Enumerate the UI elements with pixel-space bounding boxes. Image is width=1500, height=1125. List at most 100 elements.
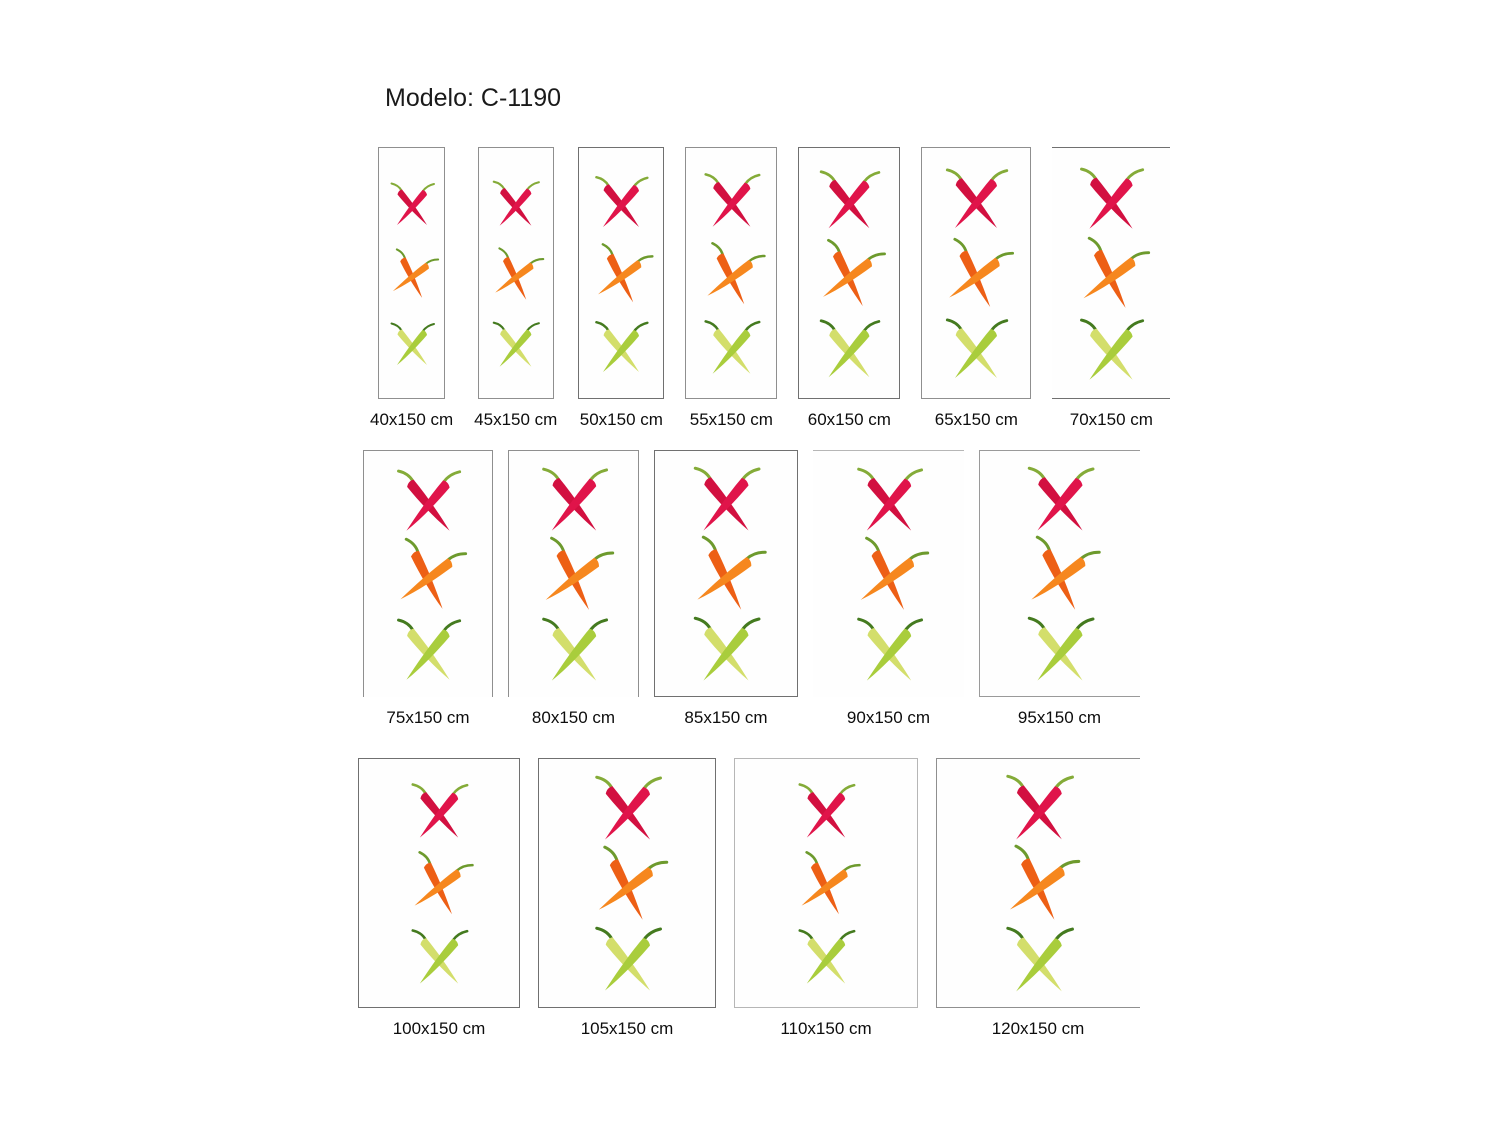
chili-x-green-icon bbox=[489, 319, 542, 372]
chili-x-red-icon bbox=[852, 464, 926, 538]
size-label: 80x150 cm bbox=[531, 708, 616, 727]
panel-box bbox=[477, 147, 554, 399]
chili-x-red-icon bbox=[489, 178, 542, 231]
chili-x-red-icon bbox=[1021, 463, 1099, 538]
chili-x-orange-icon bbox=[585, 239, 657, 311]
chili-x-red-icon bbox=[678, 463, 774, 538]
chili-x-green-icon bbox=[852, 614, 926, 688]
size-row-2: 75x150 cm 80x150 cm 85x150 cm 90x150 cm 95x1… bbox=[363, 450, 1140, 728]
chili-x-green-icon bbox=[678, 613, 774, 688]
panel-box bbox=[358, 758, 520, 1008]
size-panel-75x150: 75x150 cm bbox=[363, 450, 493, 728]
size-panel-60x150: 60x150 cm bbox=[798, 147, 901, 430]
size-row-3: 100x150 cm 105x150 cm 110x150 cm 120x150 cm bbox=[358, 758, 1140, 1039]
page-title: Modelo: C-1190 bbox=[385, 84, 562, 112]
size-label: 65x150 cm bbox=[934, 410, 1018, 429]
size-panel-90x150: 90x150 cm bbox=[813, 450, 964, 728]
size-row-1: 40x150 cm 45x150 cm 50x150 cm 55x150 cm 60x1… bbox=[370, 147, 1171, 430]
panel-box bbox=[936, 758, 1140, 1008]
chili-x-orange-icon bbox=[529, 532, 618, 621]
chili-x-orange-icon bbox=[809, 234, 891, 316]
panel-box bbox=[813, 450, 964, 697]
panel-box bbox=[538, 758, 716, 1008]
chili-x-green-icon bbox=[590, 923, 665, 998]
chili-x-orange-icon bbox=[992, 839, 1085, 931]
chili-x-green-icon bbox=[700, 317, 763, 380]
chili-x-orange-icon bbox=[582, 840, 672, 930]
chili-x-green-icon bbox=[794, 926, 858, 990]
chili-x-orange-icon bbox=[844, 532, 933, 621]
chili-x-red-icon bbox=[590, 772, 665, 847]
chili-x-orange-icon bbox=[934, 233, 1018, 317]
chili-x-orange-icon bbox=[385, 533, 471, 619]
size-label: 45x150 cm bbox=[474, 410, 558, 429]
chili-x-red-icon bbox=[407, 780, 471, 844]
size-label: 105x150 cm bbox=[580, 1019, 674, 1038]
size-panel-105x150: 105x150 cm bbox=[538, 758, 716, 1039]
chili-x-orange-icon bbox=[694, 237, 770, 313]
size-label: 60x150 cm bbox=[807, 410, 891, 429]
panel-box bbox=[798, 147, 901, 399]
panel-box bbox=[654, 450, 798, 697]
chili-x-red-icon bbox=[1075, 164, 1147, 236]
size-label: 50x150 cm bbox=[579, 410, 663, 429]
chili-x-green-icon bbox=[591, 318, 651, 378]
chili-x-green-icon bbox=[1075, 315, 1147, 387]
chili-x-red-icon bbox=[1000, 771, 1078, 847]
chili-x-red-icon bbox=[815, 167, 883, 235]
panel-box bbox=[363, 450, 493, 697]
size-label: 75x150 cm bbox=[386, 708, 470, 727]
chili-x-green-icon bbox=[537, 614, 611, 688]
size-label: 95x150 cm bbox=[1017, 708, 1102, 727]
size-panel-65x150: 65x150 cm bbox=[921, 147, 1032, 430]
chili-x-green-icon bbox=[392, 615, 464, 687]
chili-x-red-icon bbox=[591, 173, 651, 233]
size-panel-50x150: 50x150 cm bbox=[578, 147, 665, 430]
panel-box bbox=[734, 758, 918, 1008]
panel-box bbox=[921, 147, 1032, 399]
size-panel-80x150: 80x150 cm bbox=[508, 450, 639, 728]
chili-x-orange-icon bbox=[382, 245, 442, 305]
size-label: 55x150 cm bbox=[689, 410, 773, 429]
size-label: 40x150 cm bbox=[370, 410, 454, 429]
size-label: 120x150 cm bbox=[991, 1019, 1085, 1038]
size-panel-85x150: 85x150 cm bbox=[654, 450, 798, 728]
chili-x-orange-icon bbox=[401, 847, 478, 924]
panel-box bbox=[979, 450, 1140, 697]
chili-x-orange-icon bbox=[1068, 232, 1154, 318]
chili-x-green-icon bbox=[1021, 613, 1099, 688]
size-panel-70x150: 70x150 cm bbox=[1052, 147, 1171, 430]
size-panel-40x150: 40x150 cm bbox=[370, 147, 453, 430]
panel-box bbox=[378, 147, 446, 399]
chili-x-red-icon bbox=[392, 466, 464, 538]
size-label: 90x150 cm bbox=[846, 708, 931, 727]
chili-x-red-icon bbox=[387, 180, 437, 230]
chili-x-red-icon bbox=[941, 165, 1011, 235]
panel-box bbox=[578, 147, 665, 399]
chili-x-red-icon bbox=[700, 170, 763, 233]
chili-x-green-icon bbox=[407, 926, 471, 990]
panel-box bbox=[508, 450, 639, 697]
chili-x-red-icon bbox=[537, 464, 611, 538]
size-panel-45x150: 45x150 cm bbox=[474, 147, 557, 430]
size-panel-55x150: 55x150 cm bbox=[685, 147, 778, 430]
size-panel-110x150: 110x150 cm bbox=[734, 758, 918, 1039]
chili-x-green-icon bbox=[387, 320, 437, 370]
panel-box bbox=[1052, 147, 1171, 399]
size-panel-120x150: 120x150 cm bbox=[936, 758, 1140, 1039]
panel-box bbox=[685, 147, 778, 399]
chili-x-red-icon bbox=[794, 780, 858, 844]
chili-x-green-icon bbox=[815, 316, 883, 384]
size-panel-95x150: 95x150 cm bbox=[979, 450, 1140, 728]
size-label: 85x150 cm bbox=[684, 708, 768, 727]
chili-x-orange-icon bbox=[1014, 530, 1107, 621]
size-panel-100x150: 100x150 cm bbox=[358, 758, 520, 1039]
size-label: 110x150 cm bbox=[780, 1019, 872, 1038]
chili-x-orange-icon bbox=[484, 243, 548, 307]
size-label: 100x150 cm bbox=[392, 1019, 486, 1038]
chili-x-green-icon bbox=[1000, 923, 1078, 999]
chili-x-orange-icon bbox=[671, 528, 781, 623]
size-label: 70x150 cm bbox=[1069, 410, 1153, 429]
chili-x-green-icon bbox=[941, 315, 1011, 385]
chili-x-orange-icon bbox=[788, 847, 865, 924]
